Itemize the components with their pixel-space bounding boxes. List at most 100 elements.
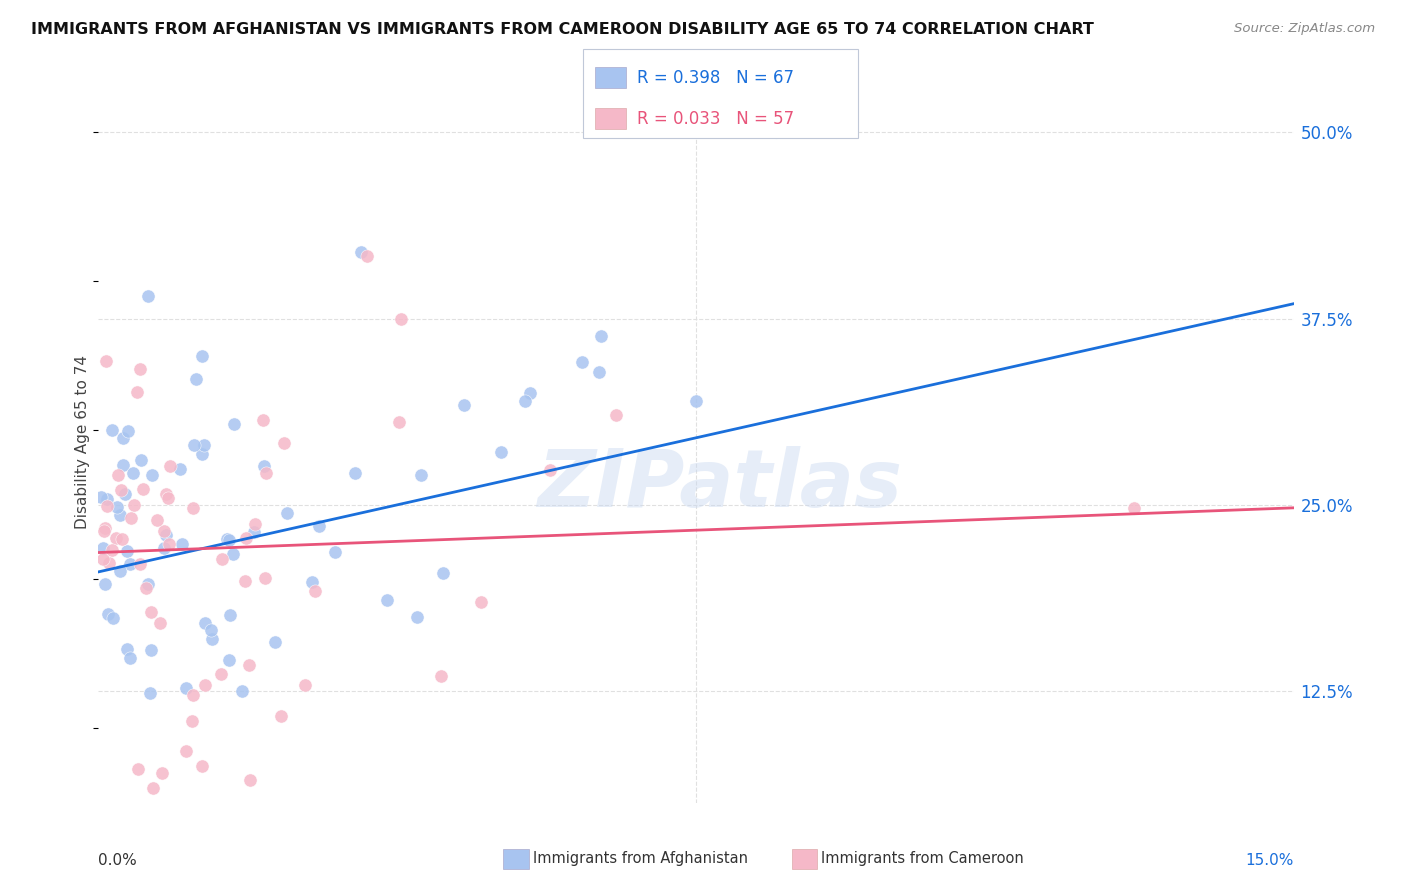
Point: [118, 557, 141, 571]
Point: [183, 438, 205, 452]
Point: [153, 524, 176, 538]
Point: [135, 581, 157, 595]
Point: [157, 537, 180, 551]
Point: [148, 616, 170, 631]
Point: [519, 386, 541, 401]
Point: [94, 521, 117, 535]
Point: [108, 564, 131, 578]
Point: [122, 499, 145, 513]
Point: [110, 532, 132, 546]
Point: [115, 642, 138, 657]
Point: [325, 545, 347, 559]
Point: [264, 634, 287, 648]
Point: [105, 531, 128, 545]
Point: [209, 667, 232, 681]
Point: [470, 595, 492, 609]
Point: [157, 491, 180, 505]
Point: [538, 462, 561, 476]
Point: [239, 773, 262, 788]
Point: [765, 125, 787, 139]
Y-axis label: Disability Age 65 to 74: Disability Age 65 to 74: [75, 354, 90, 529]
Point: [218, 653, 240, 667]
Point: [406, 609, 429, 624]
Point: [101, 543, 124, 558]
Point: [139, 606, 162, 620]
Point: [218, 533, 240, 548]
Point: [105, 500, 128, 514]
Point: [243, 524, 266, 539]
Point: [273, 435, 295, 450]
Point: [91, 552, 114, 566]
Point: [93, 541, 115, 556]
Point: [224, 417, 246, 432]
Point: [343, 467, 366, 481]
Point: [96, 491, 118, 506]
Point: [111, 458, 134, 472]
Point: [132, 482, 155, 496]
Point: [388, 415, 411, 429]
Point: [96, 354, 118, 368]
Point: [145, 513, 167, 527]
Point: [191, 758, 214, 772]
Point: [411, 467, 433, 482]
Point: [253, 458, 276, 473]
Point: [194, 615, 217, 630]
Point: [129, 361, 152, 376]
Point: [221, 547, 243, 561]
Point: [356, 249, 378, 263]
Text: Immigrants from Afghanistan: Immigrants from Afghanistan: [533, 851, 748, 865]
Point: [111, 431, 134, 445]
Point: [588, 365, 610, 379]
Text: R = 0.398   N = 67: R = 0.398 N = 67: [637, 69, 794, 87]
Point: [253, 571, 276, 585]
Text: R = 0.033   N = 57: R = 0.033 N = 57: [637, 110, 794, 128]
Point: [117, 425, 139, 439]
Point: [101, 611, 124, 625]
Point: [589, 329, 612, 343]
Point: [375, 592, 398, 607]
Point: [238, 657, 260, 672]
Point: [191, 447, 214, 461]
Text: Source: ZipAtlas.com: Source: ZipAtlas.com: [1234, 22, 1375, 36]
Point: [186, 372, 208, 386]
Point: [201, 632, 224, 647]
Point: [98, 556, 121, 570]
Point: [1123, 500, 1146, 515]
Point: [174, 744, 197, 758]
Point: [489, 445, 512, 459]
Point: [191, 349, 214, 363]
Point: [128, 557, 150, 571]
Point: [219, 608, 242, 623]
Point: [181, 500, 204, 515]
Point: [193, 438, 215, 452]
Point: [235, 531, 257, 545]
Point: [97, 607, 120, 621]
Point: [153, 541, 176, 555]
Point: [243, 517, 266, 532]
Point: [108, 508, 131, 522]
Point: [685, 393, 707, 408]
Point: [107, 467, 129, 482]
Point: [93, 524, 115, 539]
Point: [181, 688, 204, 702]
Point: [110, 483, 132, 497]
Text: IMMIGRANTS FROM AFGHANISTAN VS IMMIGRANTS FROM CAMEROON DISABILITY AGE 65 TO 74 : IMMIGRANTS FROM AFGHANISTAN VS IMMIGRANT…: [31, 22, 1094, 37]
Point: [453, 399, 475, 413]
Point: [125, 385, 148, 400]
Point: [276, 506, 298, 520]
Point: [100, 423, 122, 437]
Point: [170, 537, 193, 551]
Point: [117, 544, 139, 558]
Point: [294, 678, 316, 692]
Point: [430, 669, 453, 683]
Point: [139, 686, 162, 700]
Point: [231, 684, 253, 698]
Point: [571, 355, 593, 369]
Point: [155, 528, 177, 542]
Text: 15.0%: 15.0%: [1246, 854, 1294, 869]
Point: [127, 762, 149, 776]
Point: [301, 575, 323, 590]
Point: [304, 584, 326, 599]
Point: [114, 487, 136, 501]
Point: [155, 486, 177, 500]
